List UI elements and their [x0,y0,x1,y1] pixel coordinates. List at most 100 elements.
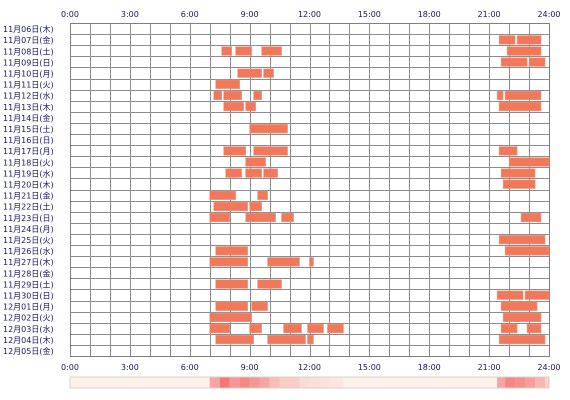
activity-bar [235,46,252,56]
density-bar-track [69,376,550,389]
row-label: 11月09日(日) [3,58,54,67]
row-label: 12月05日(金) [3,346,54,356]
activity-bar [215,79,240,89]
row-label: 11月22日(土) [3,202,54,212]
activity-bar [516,35,542,45]
activity-bar [237,68,262,78]
bottom-tick-label: 6:00 [181,363,199,372]
row-label: 11月16日(日) [3,136,54,145]
top-tick-label: 0:00 [61,10,79,19]
row-label: 11月08日(土) [3,46,54,56]
density-segment [289,377,300,388]
density-segment [515,377,526,388]
activity-bar [307,323,324,334]
row-label: 12月01日(月) [3,303,54,312]
row-label: 11月06日(木) [3,24,54,34]
bottom-tick-label: 12:00 [298,363,321,372]
density-segment [249,377,260,388]
plot-frame [70,23,550,357]
activity-bar [500,323,518,334]
activity-bar [263,68,274,78]
density-segment [259,377,270,388]
activity-bar [209,323,230,334]
activity-bar [528,57,546,67]
activity-bar [498,235,546,245]
row-label: 11月30日(日) [3,292,54,301]
density-segment [269,377,280,388]
activity-bar [496,290,524,300]
density-segment [279,377,290,388]
activity-bar [502,179,536,189]
row-label: 11月15日(土) [3,124,54,134]
activity-bar [496,90,504,100]
row-label: 11月19日(水) [3,168,54,178]
activity-bar [504,246,550,256]
activity-bar [263,168,278,178]
activity-bar [261,46,282,56]
activity-bar [267,334,306,345]
top-axis-ticks: 0:00 3:00 6:00 9:00 12:00 15:00 18:00 21:00 24:0… [61,10,561,19]
top-tick-label: 3:00 [121,10,139,19]
activity-bar [498,101,542,112]
density-segment [309,377,320,388]
activity-bar [498,35,516,45]
activity-bars [209,35,550,345]
top-tick-label: 6:00 [181,10,199,19]
row-label: 11月21日(金) [3,191,54,201]
density-segment [319,377,330,388]
density-segment [219,377,230,388]
bottom-tick-label: 3:00 [121,363,139,372]
density-segment [329,377,344,388]
activity-bar [500,57,528,67]
top-tick-label: 18:00 [418,10,441,19]
activity-bar [215,279,248,289]
activity-bar [213,90,222,100]
activity-bar [245,212,276,223]
activity-bar [221,46,232,56]
row-label: 11月26日(水) [3,246,54,256]
density-segment [535,377,546,388]
row-label: 12月02日(火) [3,314,54,323]
activity-bar [251,301,268,311]
activity-bar [508,157,550,167]
activity-bar [223,146,246,156]
activity-bar [500,168,536,178]
grid [70,23,550,357]
row-label: 11月28日(金) [3,268,54,278]
row-labels: 11月06日(木)11月07日(金)11月08日(土) 11月09日(日) 11月1… [3,24,54,356]
activity-bar [215,301,248,311]
row-label: 11月12日(水) [3,91,54,101]
activity-bar [500,301,538,311]
row-label: 11月24日(月) [3,225,54,234]
activity-bar [245,168,262,178]
activity-bar [257,279,282,289]
top-tick-label: 12:00 [298,10,321,19]
activity-bar [215,246,248,256]
density-segment [239,377,250,388]
bottom-tick-label: 21:00 [478,363,501,372]
activity-bar [209,190,236,200]
density-segment [497,377,506,388]
activity-bar [209,312,252,323]
density-segment [545,377,549,388]
activity-bar [253,146,288,156]
top-tick-label: 24:00 [537,10,560,19]
activity-bar [520,212,542,223]
bottom-tick-label: 24:00 [537,363,560,372]
density-segment [209,377,220,388]
activity-bar [506,46,542,56]
activity-bar [281,212,294,223]
row-label: 11月13日(木) [3,102,54,112]
top-tick-label: 15:00 [358,10,381,19]
activity-bar [245,157,266,167]
activity-bar [327,323,344,334]
row-label: 11月14日(金) [3,113,54,123]
row-label: 11月29日(土) [3,279,54,289]
row-label: 11月11日(火) [3,81,54,90]
activity-bar [524,290,550,300]
activity-bar [283,323,302,334]
activity-bar [249,201,262,212]
activity-bar [267,257,300,267]
activity-bar [504,90,542,100]
